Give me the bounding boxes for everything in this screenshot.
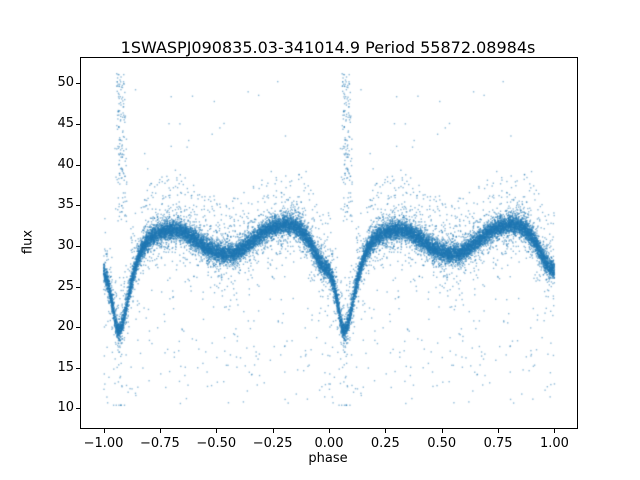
y-tick-label: 45 [57,116,74,132]
y-tick-mark [76,245,80,247]
chart-title: 1SWASPJ090835.03-341014.9 Period 55872.0… [120,38,536,57]
x-tick-label: 0.75 [483,436,513,451]
y-tick-mark [76,327,80,329]
x-tick-label: −0.25 [252,436,293,451]
y-tick-label: 25 [57,278,74,294]
y-tick-label: 40 [57,156,74,172]
x-tick-mark [385,429,387,433]
y-tick-mark [76,123,80,125]
y-tick-label: 35 [57,197,74,213]
x-tick-mark [498,429,500,433]
x-tick-label: 0.00 [314,436,344,451]
x-axis-label: phase [308,451,348,466]
x-tick-label: −0.50 [196,436,237,451]
y-tick-mark [76,164,80,166]
x-tick-mark [272,429,274,433]
x-tick-label: 1.00 [539,436,569,451]
x-tick-label: −0.75 [139,436,180,451]
x-tick-label: 0.25 [370,436,400,451]
y-tick-mark [76,367,80,369]
y-tick-label: 20 [57,319,74,335]
x-tick-mark [441,429,443,433]
scatter-points-canvas [81,58,577,428]
x-tick-mark [216,429,218,433]
x-tick-label: 0.50 [427,436,457,451]
y-tick-label: 15 [57,360,74,376]
y-tick-label: 50 [57,75,74,91]
x-tick-mark [329,429,330,433]
x-tick-mark [159,429,161,433]
y-tick-mark [76,286,80,288]
x-tick-mark [103,429,105,433]
y-tick-mark [76,83,80,85]
y-axis-label: flux [20,229,36,255]
y-tick-mark [76,205,80,207]
y-tick-label: 10 [57,400,74,416]
y-tick-label: 30 [57,238,74,254]
x-tick-mark [554,429,556,433]
plot-area: −1.00 −0.75 −0.50 −0.25 0.00 0.25 0.50 0.75 1.00… [57,57,578,451]
x-tick-label: −1.00 [83,436,124,451]
y-tick-mark [76,408,80,410]
